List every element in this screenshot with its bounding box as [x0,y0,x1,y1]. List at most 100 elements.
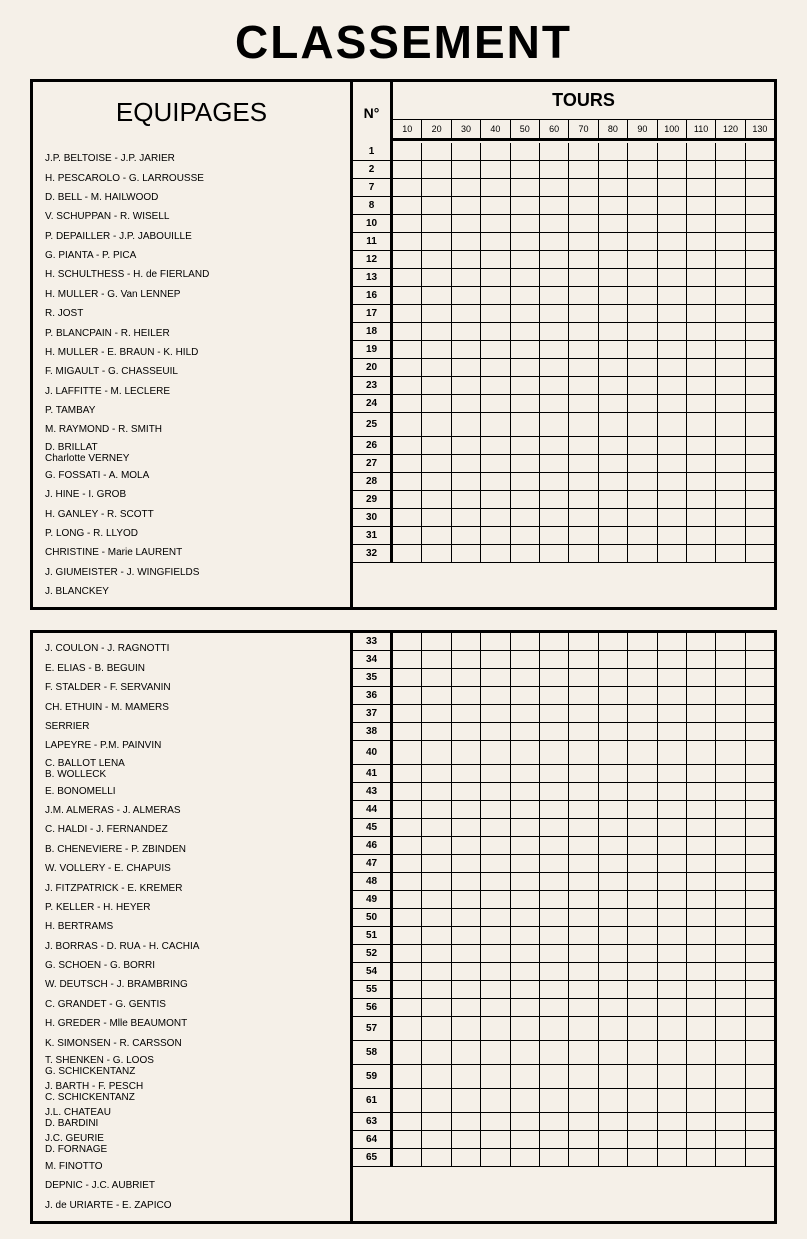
tour-cell [569,251,598,269]
tour-cell [716,455,745,473]
tour-cell [658,963,687,981]
tour-cell [569,413,598,437]
tour-cell [481,251,510,269]
tour-cell [422,437,451,455]
tour-cell [452,359,481,377]
tour-cell [716,783,745,801]
tour-cell [658,909,687,927]
tour-cell [569,437,598,455]
tour-cell [716,527,745,545]
tour-cell [746,455,774,473]
tour-cell [481,359,510,377]
tour-cell [481,1113,510,1131]
tour-cell [687,1065,716,1089]
entry-number: 38 [353,723,393,741]
table-row: 52 [353,945,774,963]
tour-cell [481,323,510,341]
tour-cell [422,873,451,891]
table-row: 38 [353,723,774,741]
tour-cell [658,1017,687,1041]
tour-cell [511,981,540,999]
tour-cell [569,963,598,981]
tour-cell [599,837,628,855]
tour-cell [422,1065,451,1089]
tour-cell [716,395,745,413]
equipage-name: CHRISTINE - Marie LAURENT [45,543,350,562]
tour-cell [599,945,628,963]
tour-cell [746,269,774,287]
tour-cell [599,783,628,801]
tour-cell [481,1065,510,1089]
tour-cell [452,783,481,801]
tour-cell [452,909,481,927]
equipage-name: J. BLANCKEY [45,582,350,601]
tour-cell [687,651,716,669]
tour-cell [628,251,657,269]
table-row: 18 [353,323,774,341]
tour-cell [452,287,481,305]
tour-cell [452,437,481,455]
equipage-name: M. RAYMOND - R. SMITH [45,420,350,439]
entry-number: 41 [353,765,393,783]
tour-cell [716,909,745,927]
tour-cell [746,215,774,233]
tour-cell [687,197,716,215]
tour-cell [687,395,716,413]
tour-cell [716,545,745,563]
tour-cell [393,801,422,819]
tour-cell [599,287,628,305]
tour-cell [746,323,774,341]
tours-numbers-row: 102030405060708090100110120130 [393,120,774,141]
tour-cell [716,491,745,509]
tour-cell [540,687,569,705]
tour-cell [687,927,716,945]
tour-cell [393,873,422,891]
entry-number: 55 [353,981,393,999]
tour-cell [422,455,451,473]
tour-cell [511,999,540,1017]
entry-number: 43 [353,783,393,801]
tour-cell [746,633,774,651]
tour-cell [422,1149,451,1167]
entry-number: 58 [353,1041,393,1065]
tour-cell [658,687,687,705]
tour-cell [393,1041,422,1065]
tour-cell [746,999,774,1017]
tour-cell [540,509,569,527]
table-row: 32 [353,545,774,563]
tour-cell [599,999,628,1017]
tour-cell [393,395,422,413]
tour-cell [481,1017,510,1041]
table-row: 49 [353,891,774,909]
tour-cell [422,1131,451,1149]
tour-cell [687,359,716,377]
tour-cell [481,669,510,687]
tour-cell [569,1149,598,1167]
tour-cell [511,527,540,545]
tour-cell [716,1041,745,1065]
entry-number: 24 [353,395,393,413]
tour-cell [452,765,481,783]
tour-cell [511,837,540,855]
tour-cell [746,341,774,359]
tour-cell [422,1041,451,1065]
tour-cell [393,437,422,455]
tour-cell [393,1131,422,1149]
tour-cell [716,801,745,819]
tour-cell [628,765,657,783]
tour-cell [452,927,481,945]
tour-cell [628,963,657,981]
tour-cell [481,1131,510,1149]
tour-cell [687,473,716,491]
tour-cell [452,1113,481,1131]
tour-cell [452,723,481,741]
entry-number: 19 [353,341,393,359]
tour-cell [628,215,657,233]
tour-cell [658,945,687,963]
entry-number: 17 [353,305,393,323]
tour-cell [452,215,481,233]
tour-cell [393,705,422,723]
tour-cell [452,413,481,437]
tour-cell [452,251,481,269]
tour-cell [658,819,687,837]
